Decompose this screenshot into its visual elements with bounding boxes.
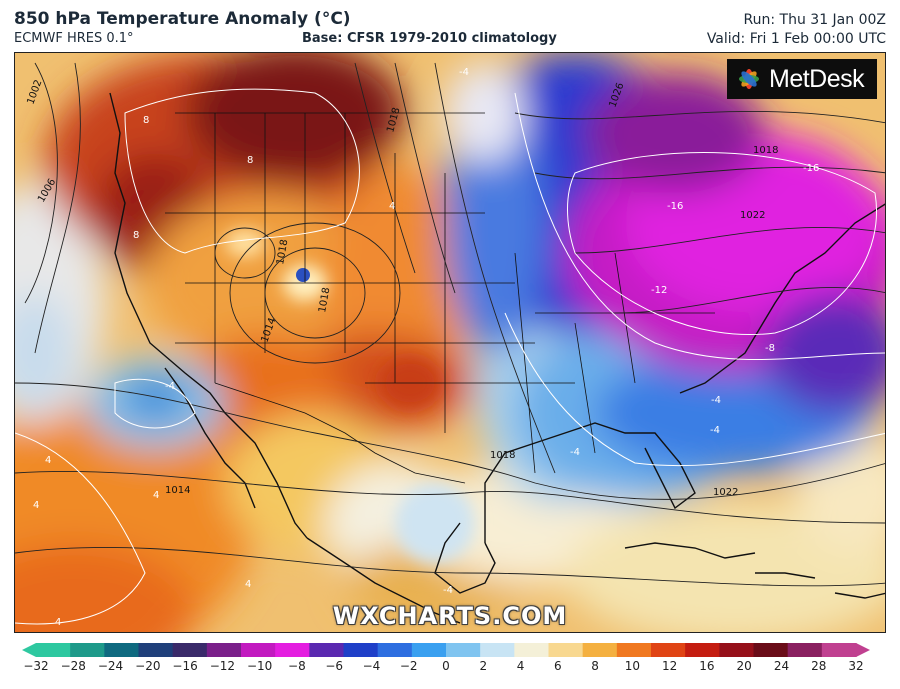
colorbar-tick-label: 20: [736, 659, 752, 673]
metdesk-logo: MetDesk: [727, 59, 877, 99]
anomaly-label: -4: [459, 67, 469, 78]
colorbar-segment: [616, 643, 652, 657]
colorbar-segment: [138, 643, 174, 657]
isobar-label: 1022: [740, 210, 765, 221]
colorbar-tick-label: 28: [811, 659, 827, 673]
colorbar-segment: [411, 643, 447, 657]
anomaly-label: -16: [803, 163, 819, 174]
isobar-label: 1014: [165, 485, 190, 496]
colorbar-min-arrow: [22, 643, 36, 657]
colorbar-segment: [343, 643, 379, 657]
colorbar-max-arrow: [856, 643, 870, 657]
colorbar-segment: [309, 643, 345, 657]
colorbar-segment: [480, 643, 515, 657]
colorbar-tick-label: 6: [553, 659, 562, 673]
chart-header: 850 hPa Temperature Anomaly (°C) ECMWF H…: [0, 0, 900, 52]
isobar-label: 1018: [753, 145, 778, 156]
metdesk-logo-mark-icon: [735, 65, 763, 93]
colorbar-tick-label: −2: [399, 659, 418, 673]
colorbar-segment: [446, 643, 481, 657]
colorbar-tick-label: 8: [591, 659, 599, 673]
colorbar-segment: [753, 643, 789, 657]
colorbar-tick-label: −16: [172, 659, 198, 673]
run-time-label: Run: Thu 31 Jan 00Z: [743, 12, 886, 28]
colorbar-tick-label: −28: [60, 659, 86, 673]
anomaly-field: [15, 53, 885, 632]
colorbar-segment: [275, 643, 310, 657]
colorbar-segment: [787, 643, 823, 657]
colorbar-segment: [172, 643, 208, 657]
anomaly-label: -4: [711, 395, 721, 406]
colorbar-segment: [36, 643, 71, 657]
climatology-base-label: Base: CFSR 1979-2010 climatology: [302, 31, 557, 46]
chart-title: 850 hPa Temperature Anomaly (°C): [14, 9, 351, 29]
colorbar-gradient: [22, 643, 870, 657]
colorbar-tick-label: −20: [135, 659, 161, 673]
colorbar-segment: [548, 643, 584, 657]
anomaly-label: 4: [33, 500, 39, 511]
colorbar-segment: [651, 643, 686, 657]
colorbar-tick-label: 24: [773, 659, 790, 673]
colorbar-segment: [70, 643, 105, 657]
colorbar-segment: [719, 643, 755, 657]
isobar-label: 1022: [713, 487, 738, 498]
anomaly-label: 8: [133, 230, 139, 241]
anomaly-contours: [15, 88, 885, 625]
colorbar-tick-label: −4: [362, 659, 381, 673]
colorbar-tick-label: 16: [699, 659, 715, 673]
anomaly-label: -12: [651, 285, 667, 296]
anomaly-label: 8: [143, 115, 149, 126]
colorbar-tick-label: 2: [479, 659, 488, 673]
colorbar-tick-label: 12: [661, 659, 678, 673]
anomaly-label: 8: [247, 155, 253, 166]
cold-spot: [296, 268, 310, 282]
colorbar-segment: [685, 643, 720, 657]
valid-time-label: Valid: Fri 1 Feb 00:00 UTC: [706, 31, 886, 47]
map-canvas: 1002 1006 1018 1018 1018 1014 1014 1018 …: [15, 53, 885, 632]
anomaly-label: 4: [245, 579, 251, 590]
colorbar-segment: [377, 643, 413, 657]
colorbar-tick-label: 32: [848, 659, 864, 673]
coastlines: [109, 92, 885, 624]
anomaly-label: -4: [443, 585, 453, 596]
anomaly-label: 4: [45, 455, 51, 466]
colorbar-segment: [206, 643, 242, 657]
colorbar-tick-label: −12: [209, 659, 236, 673]
colorbar-segment: [821, 643, 857, 657]
colorbar-tick-label: 0: [442, 659, 450, 673]
colorbar-ticks: −32 −28 −24 −20 −16 −12 −10 −8 −6 −4 −2 0 2 4 6 8 10 12 16…: [0, 656, 900, 676]
wxcharts-watermark: WXCHARTS.COM: [332, 602, 568, 630]
colorbar-tick-label: −32: [23, 659, 49, 673]
colorbar-tick-label: −10: [246, 659, 273, 673]
anomaly-label: 4: [55, 617, 61, 628]
colorbar-tick-label: 10: [624, 659, 640, 673]
anomaly-label: -16: [667, 201, 683, 212]
colorbar-segment: [104, 643, 140, 657]
isobars: [15, 62, 885, 587]
model-label: ECMWF HRES 0.1°: [14, 31, 134, 46]
colorbar-tick-label: −6: [325, 659, 344, 673]
colorbar-segment: [582, 643, 618, 657]
colorbar-tick-label: −8: [288, 659, 306, 673]
anomaly-label: -4: [165, 381, 175, 392]
metdesk-logo-text: MetDesk: [769, 64, 865, 93]
anomaly-label: 4: [153, 490, 159, 501]
anomaly-label: -8: [765, 343, 775, 354]
isobar-label: 1018: [317, 287, 332, 314]
colorbar-tick-label: −24: [97, 659, 124, 673]
anomaly-label: 4: [389, 201, 395, 212]
anomaly-map: 1002 1006 1018 1018 1018 1014 1014 1018 …: [14, 52, 886, 633]
isobar-label: 1018: [275, 239, 290, 266]
political-borders: [165, 112, 715, 484]
colorbar: [22, 642, 870, 657]
colorbar-segment: [514, 643, 550, 657]
colorbar-segment: [241, 643, 276, 657]
anomaly-label: -4: [570, 447, 580, 458]
colorbar-tick-label: 4: [516, 659, 525, 673]
isobar-label: 1018: [490, 450, 515, 461]
anomaly-label: -4: [710, 425, 720, 436]
